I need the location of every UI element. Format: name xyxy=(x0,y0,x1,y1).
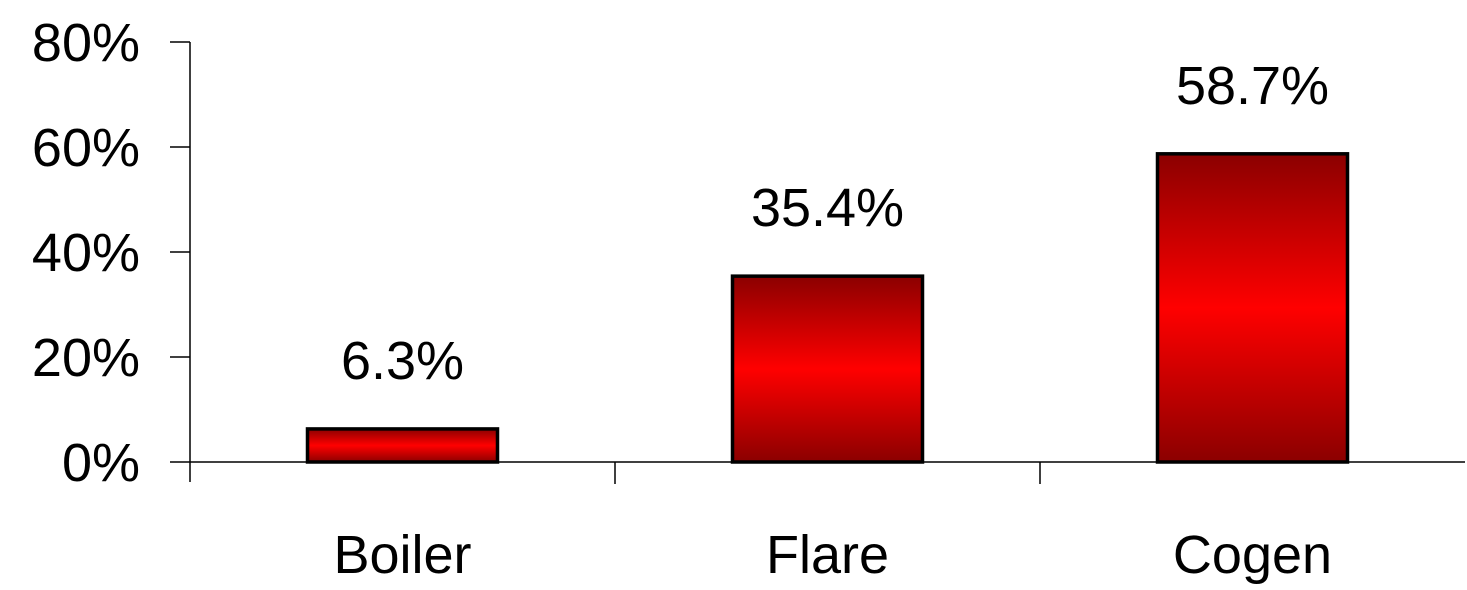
y-tick-label: 80% xyxy=(32,13,140,73)
bar-flare xyxy=(730,274,925,464)
y-tick-label: 40% xyxy=(32,223,140,283)
y-tick-label: 60% xyxy=(32,118,140,178)
data-label-cogen: 58.7% xyxy=(1176,56,1329,116)
y-axis: 0% 20% 40% 60% 80% xyxy=(32,13,191,493)
bar-cogen xyxy=(1155,152,1350,464)
data-label-boiler: 6.3% xyxy=(341,331,464,391)
x-axis: Boiler Flare Cogen xyxy=(190,461,1465,585)
y-tick-label: 0% xyxy=(62,433,140,493)
bar-boiler xyxy=(305,427,500,464)
bars xyxy=(305,152,1350,464)
category-label-cogen: Cogen xyxy=(1173,525,1332,585)
data-label-flare: 35.4% xyxy=(751,178,904,238)
category-label-boiler: Boiler xyxy=(333,525,471,585)
data-labels: 6.3% 35.4% 58.7% xyxy=(341,56,1329,391)
y-tick-label: 20% xyxy=(32,328,140,388)
category-label-flare: Flare xyxy=(766,525,889,585)
